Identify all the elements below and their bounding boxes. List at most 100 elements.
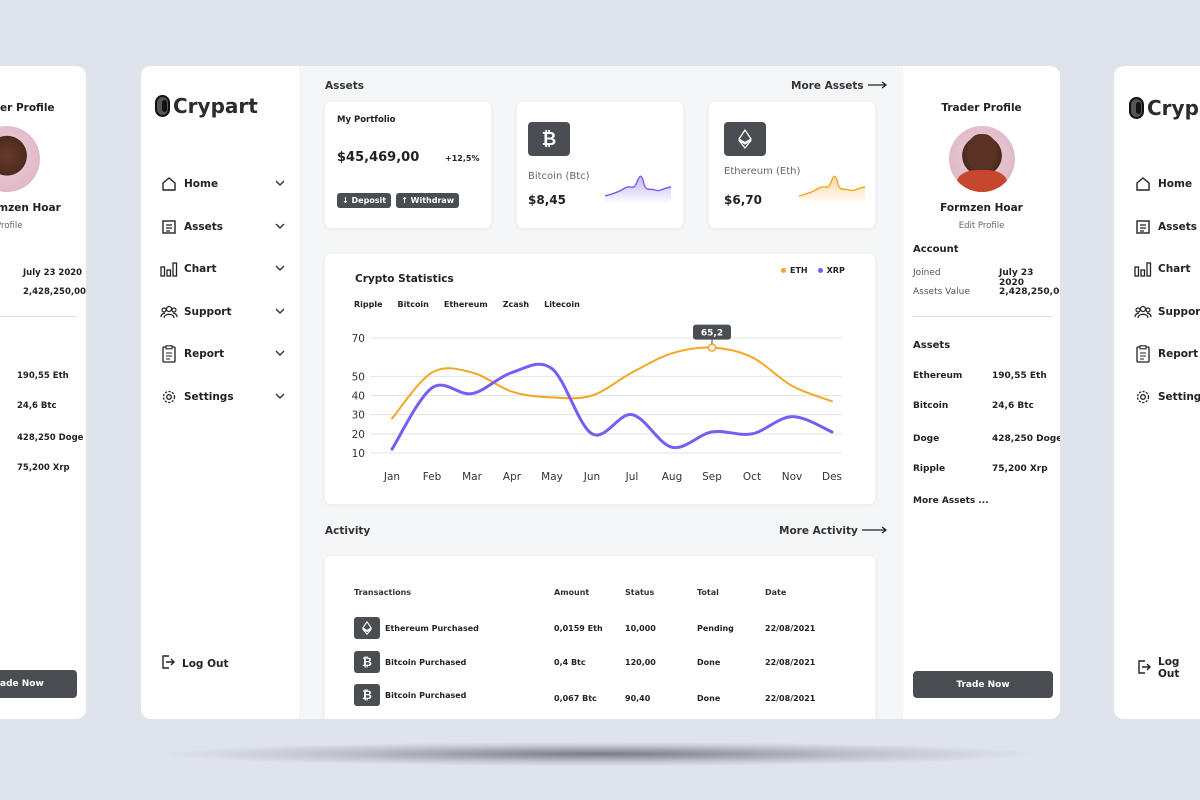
ghost-nav-label: Report xyxy=(1158,348,1199,361)
chevron-down-icon[interactable] xyxy=(275,264,285,274)
table-row[interactable]: ₿ Bitcoin Purchased 0,067 Btc 90,40 Done… xyxy=(354,684,854,708)
profile-asset-value: 75,200 Xrp xyxy=(992,464,1048,474)
brand-logo[interactable]: Crypart xyxy=(155,94,258,118)
logout-label: Log Out xyxy=(182,657,229,670)
sidebar-item-home[interactable]: Home xyxy=(160,163,285,206)
ghost-nav-item: Support xyxy=(1134,291,1200,334)
y-tick-label: 40 xyxy=(352,391,365,403)
header-status: Status xyxy=(625,588,655,597)
coin-tabs: Ripple Bitcoin Ethereum Zcash Litecoin xyxy=(354,300,580,309)
transaction-amount: 0,4 Btc xyxy=(554,658,586,667)
activity-section-title: Activity xyxy=(325,525,371,537)
transaction-total: Done xyxy=(697,694,721,703)
profile-asset-label: Bitcoin xyxy=(913,401,949,411)
ethereum-sparkline xyxy=(799,175,865,204)
trade-now-button[interactable]: Trade Now xyxy=(913,671,1053,698)
transaction-amount: 0,067 Btc xyxy=(554,694,597,703)
x-tick-label: Oct xyxy=(743,471,761,483)
trader-profile-panel: Trader Profile Formzen Hoar Edit Profile… xyxy=(903,66,1060,719)
chevron-down-icon[interactable] xyxy=(275,222,285,232)
tab-bitcoin[interactable]: Bitcoin xyxy=(397,300,429,309)
ghost-card-right: Cryp Home Assets Chart Support Report Se… xyxy=(1114,66,1200,719)
sidebar-item-chart[interactable]: Chart xyxy=(160,248,285,291)
crypto-statistics-card: Crypto Statistics ETH XRP Ripple Bitcoin… xyxy=(325,254,875,504)
table-row[interactable]: ₿ Bitcoin Purchased 0,4 Btc 120,00 Done … xyxy=(354,651,854,675)
header-amount: Amount xyxy=(554,588,590,597)
chevron-down-icon[interactable] xyxy=(275,179,285,189)
bitcoin-card[interactable]: ₿ Bitcoin (Btc) $8,45 xyxy=(517,102,683,228)
profile-asset-label: Ripple xyxy=(913,464,946,474)
assets-icon xyxy=(160,218,178,236)
assets-icon xyxy=(1134,218,1152,236)
sidebar-item-support[interactable]: Support xyxy=(160,291,285,334)
ghost-profile-title: er Profile xyxy=(0,102,55,114)
legend-label: XRP xyxy=(826,266,845,275)
portfolio-change: +12,5% xyxy=(445,154,480,163)
dashboard-window: Crypart Home Assets Chart Support xyxy=(141,66,1060,719)
sidebar-item-assets[interactable]: Assets xyxy=(160,206,285,249)
y-tick-label: 20 xyxy=(352,429,365,441)
deposit-button[interactable]: ↓ Deposit xyxy=(337,193,392,208)
report-icon xyxy=(1134,345,1152,363)
ghost-card-left: er Profile rmzen Hoar t Profile July 23 … xyxy=(0,66,86,719)
ghost-nav-label: Chart xyxy=(1158,263,1191,276)
withdraw-button[interactable]: ↑ Withdraw xyxy=(396,193,460,208)
arrow-right-icon xyxy=(867,80,888,92)
sidebar-item-label: Support xyxy=(184,305,232,318)
ghost-asset: 24,6 Btc xyxy=(17,401,57,411)
header-transactions: Transactions xyxy=(354,588,412,597)
transaction-status: 120,00 xyxy=(625,658,656,667)
tab-ethereum[interactable]: Ethereum xyxy=(443,300,488,309)
avatar[interactable] xyxy=(949,126,1015,192)
logout-icon xyxy=(160,654,176,673)
transaction-name: Ethereum Purchased xyxy=(385,624,479,633)
sidebar-nav: Home Assets Chart Support Report xyxy=(160,163,285,418)
sidebar-item-report[interactable]: Report xyxy=(160,333,285,376)
chevron-down-icon[interactable] xyxy=(275,307,285,317)
account-title: Account xyxy=(913,244,959,255)
bitcoin-icon: ₿ xyxy=(354,684,380,706)
transaction-status: 90,40 xyxy=(625,694,651,703)
sidebar-item-settings[interactable]: Settings xyxy=(160,376,285,419)
ghost-nav-label: Settings xyxy=(1158,390,1200,403)
ghost-avatar xyxy=(0,126,40,192)
ghost-trade-label: ade Now xyxy=(0,679,44,689)
trade-now-label: Trade Now xyxy=(956,679,1010,690)
table-row[interactable]: Ethereum Purchased 0,0159 Eth 10,000 Pen… xyxy=(354,617,854,641)
crypto-statistics-chart: 10 20 30 40 50 70 Jan Feb Mar Apr May Jun Jul Aug Sep O… xyxy=(352,324,842,483)
more-activity-label: More Activity xyxy=(779,525,858,537)
legend-item-eth[interactable]: ETH xyxy=(781,266,808,275)
tab-litecoin[interactable]: Litecoin xyxy=(544,300,580,309)
ghost-divider xyxy=(0,316,76,317)
ghost-nav: Home Assets Chart Support Report Setting… xyxy=(1134,163,1200,418)
more-assets-link[interactable]: More Assets xyxy=(791,80,888,92)
ghost-logo: Cryp xyxy=(1129,96,1199,120)
y-tick-label: 30 xyxy=(352,410,365,422)
portfolio-title: My Portfolio xyxy=(337,115,396,125)
portfolio-actions: ↓ Deposit ↑ Withdraw xyxy=(337,193,460,208)
tooltip-box xyxy=(693,324,731,340)
profile-asset-label: Ethereum xyxy=(913,371,963,381)
joined-label: Joined xyxy=(913,268,941,278)
logout-button[interactable]: Log Out xyxy=(160,654,229,673)
more-assets-profile-link[interactable]: More Assets ... xyxy=(913,496,989,506)
ethereum-card[interactable]: Ethereum (Eth) $6,70 xyxy=(709,102,875,228)
profile-asset-value: 190,55 Eth xyxy=(992,371,1047,381)
assets-value-label: Assets Value xyxy=(913,287,970,297)
tab-zcash[interactable]: Zcash xyxy=(502,300,530,309)
edit-profile-link[interactable]: Edit Profile xyxy=(958,221,1005,231)
settings-icon xyxy=(1134,388,1152,406)
transaction-total: Done xyxy=(697,658,721,667)
sidebar: Crypart Home Assets Chart Support xyxy=(141,66,299,719)
x-tick-label: Jun xyxy=(583,471,600,483)
legend-label: ETH xyxy=(790,266,808,275)
bitcoin-sparkline xyxy=(605,175,671,204)
series-line-eth xyxy=(391,346,833,420)
tab-ripple[interactable]: Ripple xyxy=(354,300,383,309)
legend-item-xrp[interactable]: XRP xyxy=(817,266,845,275)
profile-asset-value: 24,6 Btc xyxy=(992,401,1034,411)
transaction-name: Bitcoin Purchased xyxy=(385,658,467,667)
more-activity-link[interactable]: More Activity xyxy=(779,525,888,537)
chevron-down-icon[interactable] xyxy=(275,392,285,402)
chevron-down-icon[interactable] xyxy=(275,349,285,359)
